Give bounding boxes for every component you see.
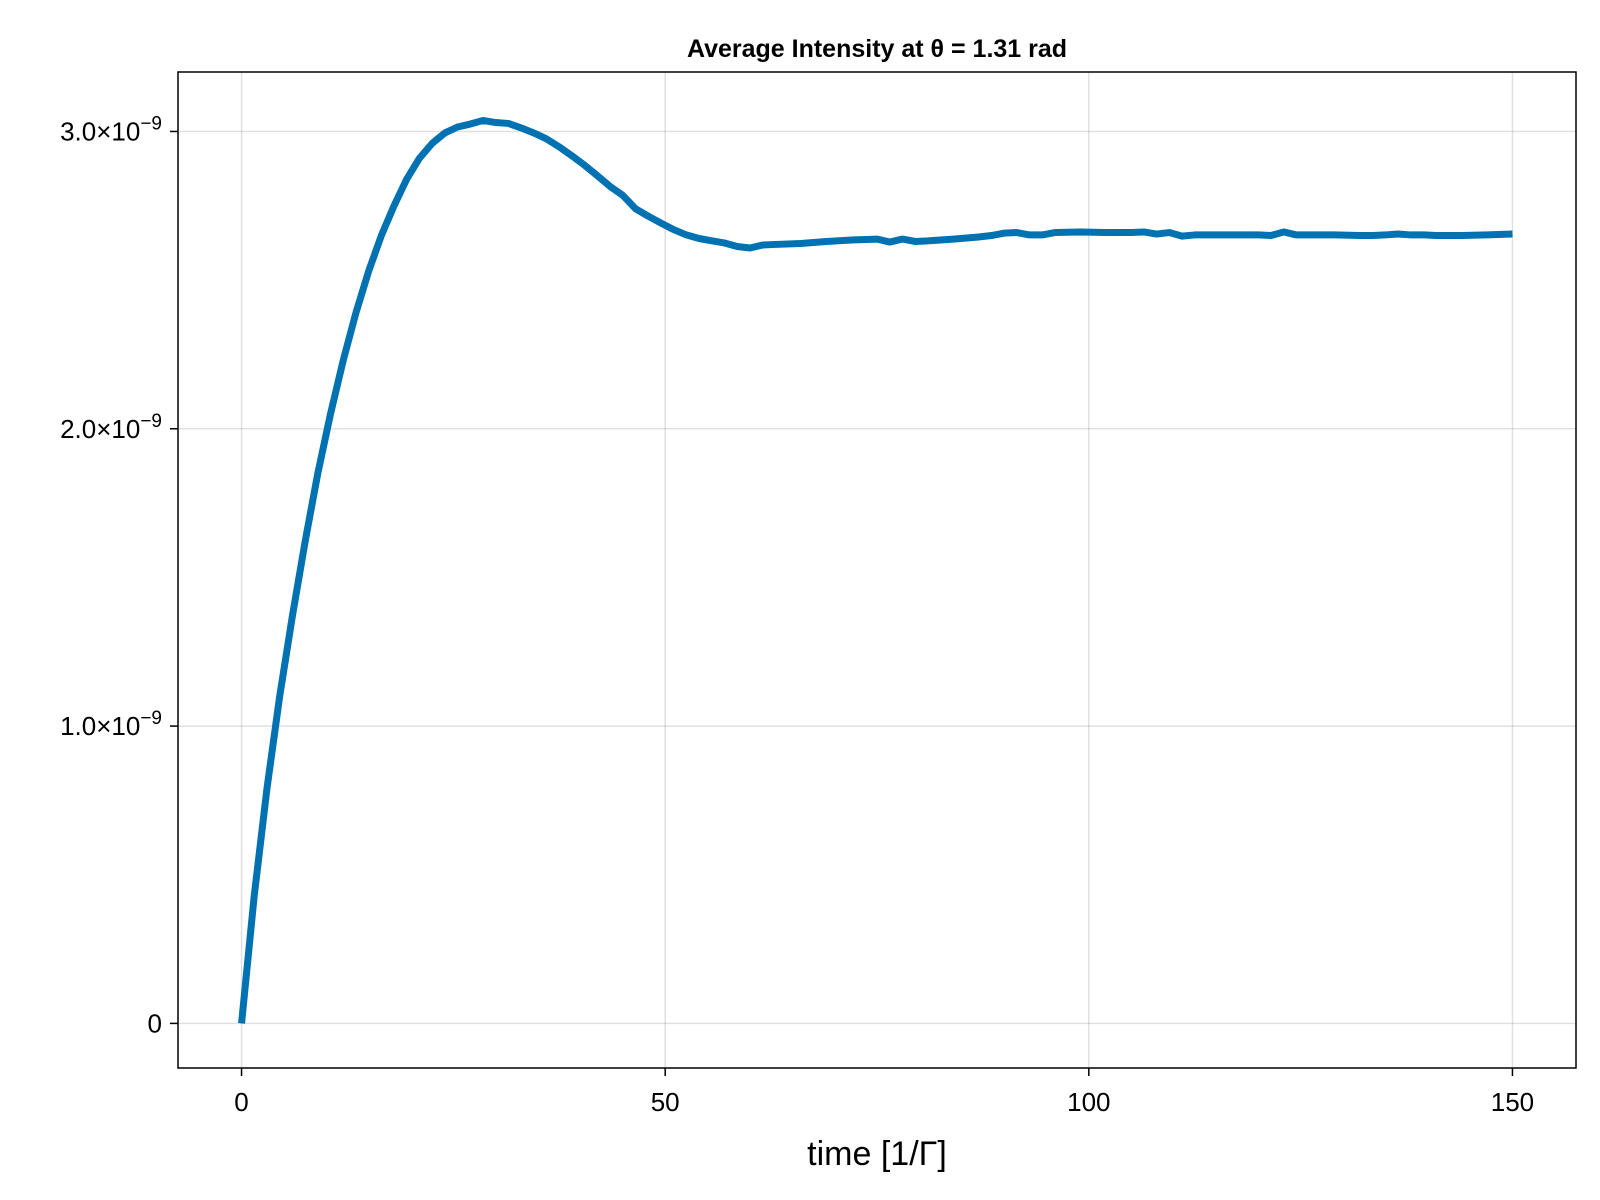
series-line	[238, 116, 1513, 1024]
x-tick-label: 100	[1067, 1087, 1110, 1117]
chart-title: Average Intensity at θ = 1.31 rad	[687, 35, 1067, 63]
y-tick-label: 2.0×10−9	[60, 411, 162, 444]
y-tick-label: 3.0×10−9	[60, 113, 162, 146]
grid-layer	[178, 72, 1576, 1068]
axes: 0 50 100 150 0 1.0×10−9 2.0×10−9 3.0×10−9	[60, 113, 1534, 1117]
y-tick-label: 1.0×10−9	[60, 708, 162, 741]
plot-area	[238, 116, 1513, 1024]
x-tick-label: 50	[651, 1087, 680, 1117]
x-axis-label: time [1/Γ]	[807, 1135, 947, 1173]
x-tick-label: 0	[234, 1087, 248, 1117]
plot-frame	[177, 71, 1577, 1069]
y-tick-label: 0	[148, 1008, 162, 1038]
x-tick-label: 150	[1491, 1087, 1534, 1117]
